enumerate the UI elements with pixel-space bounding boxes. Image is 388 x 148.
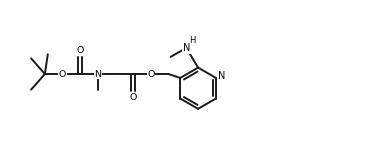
Text: O: O	[147, 70, 154, 78]
Text: N: N	[183, 43, 190, 53]
Text: O: O	[76, 46, 84, 55]
Text: O: O	[59, 70, 66, 78]
Text: N: N	[94, 70, 101, 78]
Text: O: O	[130, 93, 137, 102]
Text: N: N	[218, 71, 225, 81]
Text: H: H	[189, 36, 196, 45]
